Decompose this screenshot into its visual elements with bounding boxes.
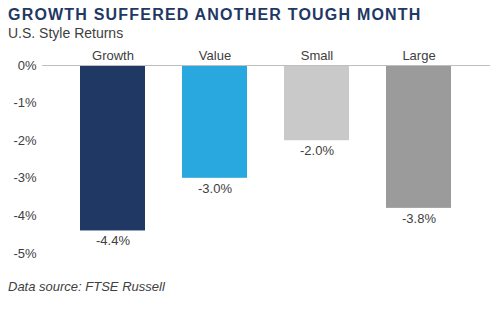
svg-text:-3.8%: -3.8% bbox=[402, 211, 436, 226]
svg-text:Small: Small bbox=[301, 48, 334, 63]
svg-text:-3%: -3% bbox=[13, 170, 37, 185]
svg-text:-3.0%: -3.0% bbox=[198, 181, 232, 196]
svg-text:-1%: -1% bbox=[13, 95, 37, 110]
svg-text:0%: 0% bbox=[18, 58, 37, 73]
svg-text:-2%: -2% bbox=[13, 133, 37, 148]
svg-text:-5%: -5% bbox=[13, 246, 37, 261]
svg-text:Growth: Growth bbox=[92, 48, 134, 63]
svg-text:-4%: -4% bbox=[13, 208, 37, 223]
html-text:U.S. Style Returns: U.S. Style Returns bbox=[8, 25, 124, 41]
svg-text:Value: Value bbox=[199, 48, 231, 63]
svg-text:-2.0%: -2.0% bbox=[300, 143, 334, 158]
svg-text:Large: Large bbox=[402, 48, 435, 63]
svg-text:-4.4%: -4.4% bbox=[96, 233, 130, 248]
html-text:Data source: FTSE Russell: Data source: FTSE Russell bbox=[8, 279, 165, 294]
html-text:GROWTH SUFFERED ANOTHER TOUGH: GROWTH SUFFERED ANOTHER TOUGH MONTH bbox=[8, 6, 422, 23]
